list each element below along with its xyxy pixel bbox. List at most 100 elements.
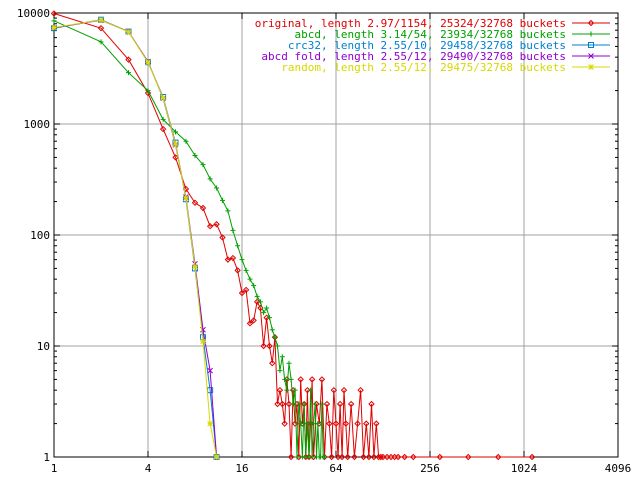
axes: 1 4 16 64 256 1024 4096 1 10 100 1000 10000 (17, 7, 631, 475)
plus-marker (200, 162, 206, 168)
asterisk-marker (588, 64, 594, 70)
legend-entry: crc32, length 2.55/10, 29458/32768 bucke… (288, 39, 610, 52)
diamond-marker (351, 453, 358, 461)
diamond-marker (326, 420, 333, 427)
diamond-marker (307, 420, 314, 427)
diamond-marker (281, 420, 288, 427)
plus-marker (214, 185, 220, 191)
plus-marker (219, 197, 225, 203)
diamond-marker (144, 89, 152, 97)
diamond-marker (238, 289, 246, 297)
plus-marker (296, 401, 302, 407)
diamond-marker (253, 298, 261, 306)
diamond-marker (269, 359, 276, 367)
plus-marker (264, 305, 270, 311)
diamond-marker (340, 386, 348, 394)
diamond-marker (219, 234, 226, 241)
diamond-marker (365, 453, 373, 461)
plus-marker (292, 387, 298, 393)
diamond-marker (528, 453, 536, 461)
legend-label: crc32, length 2.55/10, 29458/32768 bucke… (288, 39, 566, 52)
plus-marker (319, 401, 325, 407)
diamond-marker (332, 420, 340, 427)
series-line (53, 19, 218, 458)
diamond-marker (342, 420, 350, 427)
legend-label: random, length 2.55/12, 29475/32768 buck… (281, 61, 566, 74)
diamond-marker (229, 254, 237, 262)
diamond-marker (344, 453, 351, 461)
diamond-marker (50, 10, 58, 17)
diamond-marker (125, 56, 132, 63)
x-tick-label: 4096 (605, 462, 632, 475)
diamond-marker (206, 223, 214, 230)
legend-entry: abcd fold, length 2.55/12, 29490/32768 b… (261, 50, 610, 63)
series-layer (50, 10, 536, 461)
diamond-marker (587, 19, 595, 27)
plus-marker (183, 138, 189, 144)
plus-marker (309, 454, 315, 460)
diamond-marker (394, 453, 402, 461)
plus-marker (251, 283, 257, 289)
diamond-marker (357, 386, 364, 394)
diamond-marker (379, 453, 387, 461)
diamond-marker (308, 376, 316, 383)
diamond-marker (336, 400, 344, 408)
diamond-marker (494, 453, 502, 461)
plus-marker (301, 401, 307, 407)
plus-marker (274, 343, 280, 349)
diamond-marker (224, 256, 232, 263)
asterisk-marker (51, 24, 57, 31)
legend-entry: abcd, length 3.14/54, 23934/32768 bucket… (294, 28, 610, 41)
plus-marker (288, 376, 294, 382)
plus-marker (261, 310, 267, 316)
diamond-marker (328, 453, 335, 461)
legend-label: original, length 2.97/1154, 25324/32768 … (255, 17, 566, 30)
x-tick-label: 64 (329, 462, 343, 475)
plus-marker (235, 243, 241, 249)
grid-lines (54, 13, 618, 457)
plus-marker (98, 39, 104, 45)
y-tick-label: 1 (43, 451, 50, 464)
x-tick-label: 4 (145, 462, 152, 475)
plus-marker (312, 401, 318, 407)
diamond-marker (279, 400, 286, 408)
plus-marker (321, 454, 327, 460)
legend-entry: original, length 2.97/1154, 25324/32768 … (255, 17, 610, 30)
diamond-marker (436, 453, 444, 461)
asterisk-marker (125, 29, 132, 35)
diamond-marker (285, 400, 293, 408)
plus-marker (207, 176, 213, 182)
plus-marker (298, 421, 304, 427)
plus-marker (315, 421, 321, 427)
plus-marker (172, 129, 178, 135)
plus-marker (239, 257, 245, 263)
diamond-marker (97, 24, 105, 32)
plus-marker (304, 421, 310, 427)
asterisk-marker (192, 263, 198, 270)
diamond-marker (377, 453, 385, 461)
y-tick-label: 10000 (17, 7, 50, 20)
plus-marker (266, 315, 272, 321)
legend-label: abcd, length 3.14/54, 23934/32768 bucket… (294, 28, 566, 41)
diamond-marker (246, 320, 254, 327)
diamond-marker (287, 453, 295, 461)
series-2 (51, 16, 220, 460)
diamond-marker (373, 420, 380, 427)
plus-marker (588, 31, 594, 37)
plus-marker (243, 267, 249, 273)
plus-marker (282, 376, 288, 382)
asterisk-marker (183, 195, 189, 201)
diamond-marker (360, 453, 367, 461)
x-tick-label: 1 (51, 462, 58, 475)
diamond-marker (260, 342, 267, 350)
series-line (53, 20, 325, 458)
asterisk-marker (145, 59, 151, 66)
asterisk-marker (172, 141, 179, 147)
diamond-marker (297, 376, 304, 383)
diamond-marker (234, 267, 241, 274)
diamond-marker (338, 453, 346, 461)
diamond-marker (370, 453, 378, 461)
legend-label: abcd fold, length 2.55/12, 29490/32768 b… (261, 50, 566, 63)
plus-marker (51, 18, 57, 24)
diamond-marker (213, 221, 220, 228)
